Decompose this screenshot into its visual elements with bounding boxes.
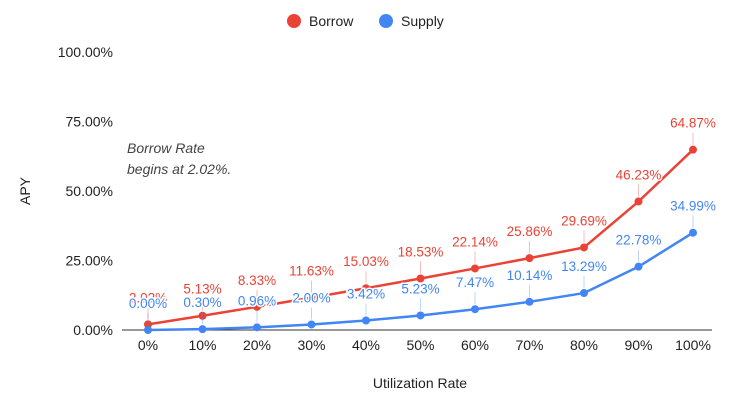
borrow-data-point: [416, 274, 425, 283]
supply-data-label: 10.14%: [507, 268, 553, 283]
supply-data-label: 0.00%: [129, 296, 167, 311]
supply-data-label: 2.00%: [292, 290, 330, 305]
supply-data-label: 7.47%: [456, 275, 494, 290]
y-tick-label: 50.00%: [66, 183, 113, 199]
supply-data-point: [307, 320, 316, 329]
borrow-data-label: 8.33%: [238, 273, 276, 288]
borrow-data-label: 18.53%: [398, 244, 444, 259]
supply-data-label: 34.99%: [670, 199, 716, 214]
supply-data-label: 3.42%: [347, 286, 385, 301]
borrow-data-label: 64.87%: [670, 116, 716, 131]
supply-data-point: [144, 326, 152, 334]
borrow-data-label: 2.02%: [129, 290, 167, 305]
y-axis-title: APY: [17, 176, 33, 205]
series-borrow: 2.02% 5.13% 8.33% 11.63% 15.03% 18.53% 22.14% 2…: [127, 114, 717, 329]
x-tick-label: 80%: [570, 337, 598, 353]
supply-data-point: [580, 289, 588, 298]
borrow-data-point: [144, 320, 152, 329]
legend-marker: [379, 14, 393, 28]
supply-data-label: 5.23%: [401, 281, 439, 296]
x-tick-label: 30%: [297, 337, 325, 353]
borrow-data-label: 22.14%: [452, 234, 498, 249]
supply-data-label: 13.29%: [561, 259, 607, 274]
borrow-data-point: [580, 243, 588, 252]
legend-item-borrow: Borrow: [287, 13, 354, 29]
borrow-data-point: [198, 311, 207, 320]
annotation-text: Borrow Rate: [127, 140, 205, 156]
legend-label: Borrow: [309, 13, 354, 29]
supply-data-point: [198, 325, 207, 334]
borrow-data-point: [471, 264, 479, 273]
borrow-data-label: 5.13%: [183, 282, 221, 297]
borrow-data-label: 15.03%: [343, 254, 389, 269]
series-supply: 0.00% 0.30% 0.96% 2.00% 3.42% 5.23% 7.47% 10.14…: [127, 197, 717, 334]
legend: Borrow Supply: [287, 13, 444, 29]
annotation: Borrow Rate begins at 2.02%.: [127, 140, 231, 177]
borrow-data-point: [307, 293, 316, 302]
legend-marker: [287, 14, 301, 28]
x-tick-label: 40%: [352, 337, 380, 353]
annotation-text: begins at 2.02%.: [127, 161, 231, 177]
borrow-data-point: [362, 284, 370, 293]
borrow-data-label: 25.86%: [507, 224, 553, 239]
supply-data-point: [634, 262, 643, 271]
borrow-data-point: [634, 197, 643, 206]
legend-item-supply: Supply: [379, 13, 444, 29]
x-tick-label: 70%: [515, 337, 543, 353]
supply-data-point: [525, 297, 534, 306]
x-tick-label: 20%: [243, 337, 271, 353]
supply-data-point: [416, 311, 425, 320]
y-tick-label: 100.00%: [58, 44, 113, 60]
supply-data-label: 0.96%: [238, 293, 276, 308]
y-tick-label: 25.00%: [66, 253, 113, 269]
borrow-data-point: [525, 254, 534, 263]
x-tick-label: 0%: [138, 337, 158, 353]
x-tick-label: 10%: [188, 337, 216, 353]
supply-data-point: [689, 228, 697, 237]
borrow-data-label: 46.23%: [616, 167, 662, 182]
borrow-data-point: [253, 302, 261, 311]
y-tick-label: 75.00%: [66, 114, 113, 130]
supply-data-point: [362, 316, 370, 325]
supply-data-point: [253, 323, 261, 332]
axes: 0.00% 25.00% 50.00% 75.00% 100.00% 0% 10% 20% 30…: [17, 44, 712, 391]
y-tick-label: 0.00%: [73, 322, 113, 338]
series: 2.02% 5.13% 8.33% 11.63% 15.03% 18.53% 22.14% 2…: [127, 114, 717, 334]
supply-data-label: 22.78%: [616, 233, 662, 248]
x-tick-label: 50%: [406, 337, 434, 353]
legend-label: Supply: [401, 13, 444, 29]
borrow-data-label: 11.63%: [289, 264, 334, 279]
x-axis-title: Utilization Rate: [373, 375, 467, 391]
x-tick-label: 100%: [675, 337, 711, 353]
x-tick-label: 90%: [624, 337, 652, 353]
x-tick-label: 60%: [461, 337, 489, 353]
supply-data-label: 0.30%: [183, 295, 221, 310]
borrow-data-label: 29.69%: [561, 213, 607, 228]
borrow-data-point: [689, 145, 697, 154]
supply-data-point: [471, 305, 479, 314]
